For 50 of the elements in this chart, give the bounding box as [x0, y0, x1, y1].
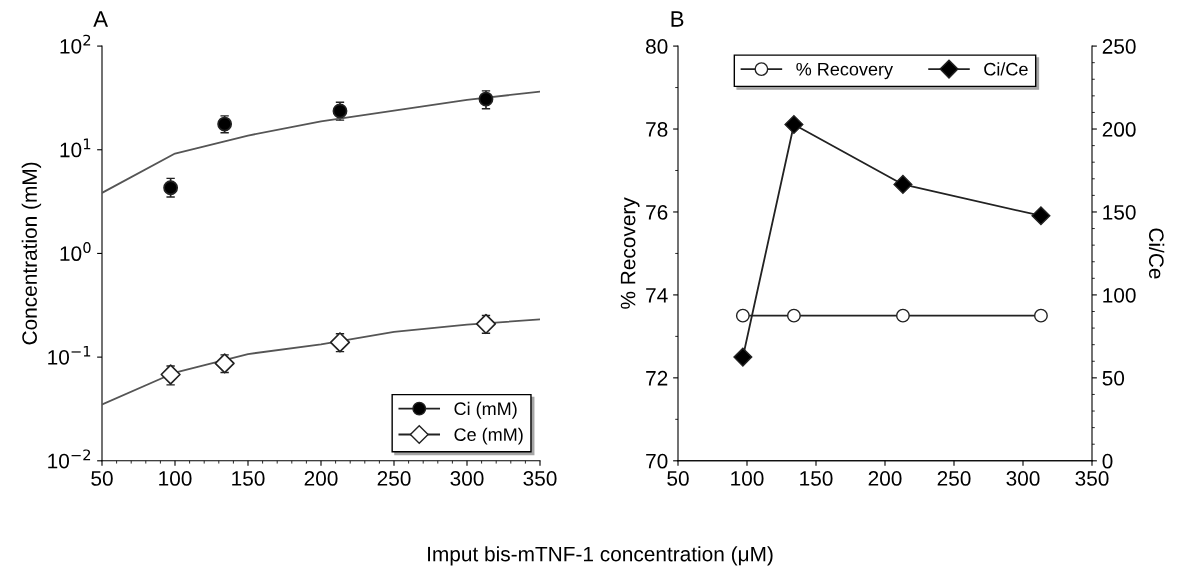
y-tick-label: 78	[646, 122, 668, 137]
legend-label: % Recovery	[796, 62, 893, 80]
point	[160, 364, 181, 385]
x-tick-label: 150	[232, 471, 265, 486]
chart-title: A	[93, 11, 109, 27]
y-tick-label: 10$^{2}$	[60, 34, 91, 54]
text: Imput bis-mTNF-1 concentration (μM)	[428, 546, 773, 566]
point	[733, 347, 753, 367]
y-axis-title: % Recovery	[620, 197, 640, 309]
point	[1031, 206, 1051, 226]
line-series	[102, 90, 540, 194]
y-tick-label: 72	[646, 370, 668, 386]
y-tick-label: 10$^{−2}$	[48, 449, 91, 469]
y2-tick-label: 100	[1103, 287, 1136, 303]
y2-tick-label: 250	[1102, 39, 1136, 54]
x-tick-label: 250	[937, 471, 971, 486]
x-tick-label: 200	[868, 471, 902, 486]
point	[784, 115, 804, 135]
x-tick-label: 50	[91, 471, 113, 486]
y-tick-label: 10$^{1}$	[60, 138, 91, 158]
y2-axis-title: Ci/Ce	[1148, 228, 1165, 279]
y2-tick-label: 0	[1102, 453, 1113, 469]
y2-tick-label: 50	[1102, 370, 1125, 386]
point	[329, 332, 351, 353]
x-tick-label: 100	[159, 471, 192, 486]
x-tick-label: 50	[667, 471, 689, 486]
legend-label: Ci (mM)	[454, 401, 517, 419]
y2-tick-label: 200	[1102, 122, 1136, 137]
legend-label: Ce (mM)	[454, 427, 523, 445]
y-tick-label: 10$^{0}$	[60, 242, 91, 262]
y-tick-label: 70	[646, 453, 668, 469]
x-tick-label: 350	[1075, 471, 1109, 486]
point	[475, 313, 497, 335]
legend-label: Ci/Ce	[984, 62, 1028, 76]
y-tick-label: 80	[646, 39, 668, 54]
chart-title: B	[671, 11, 684, 27]
y-axis-title: Concentration (mM)	[21, 162, 42, 345]
x-tick-label: 300	[1006, 471, 1040, 486]
x-tick-label: 250	[377, 471, 411, 486]
x-tick-label: 100	[731, 471, 764, 486]
x-tick-label: 350	[523, 471, 557, 486]
x-tick-label: 150	[800, 471, 833, 486]
y2-tick-label: 150	[1103, 204, 1136, 220]
y-tick-label: 76	[646, 204, 668, 220]
x-tick-label: 200	[304, 471, 338, 486]
x-tick-label: 300	[450, 471, 484, 486]
point	[214, 353, 235, 374]
point	[893, 174, 913, 194]
y-tick-label: 10$^{−1}$	[48, 345, 91, 365]
y-tick-label: 74	[646, 288, 668, 303]
